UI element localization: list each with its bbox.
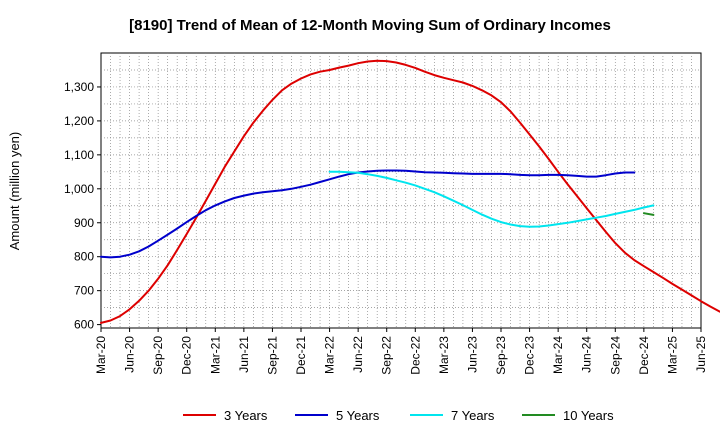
x-tick-label: Jun-25	[694, 336, 708, 373]
y-tick-label: 1,000	[64, 182, 94, 196]
chart-title: [8190] Trend of Mean of 12-Month Moving …	[129, 17, 611, 34]
x-tick-label: Mar-20	[94, 336, 108, 374]
grid-layer	[100, 52, 702, 329]
x-tick-label: Mar-25	[665, 336, 679, 374]
legend-label-3-years: 3 Years	[224, 408, 268, 423]
x-tick-label: Dec-24	[637, 336, 651, 375]
y-tick-label: 800	[74, 250, 94, 264]
x-tick-label: Dec-23	[523, 336, 537, 375]
x-tick-label: Jun-20	[123, 336, 137, 373]
x-tick-label: Mar-24	[551, 336, 565, 374]
y-axis-label: Amount (million yen)	[7, 132, 22, 251]
x-tick-label: Jun-23	[465, 336, 479, 373]
x-tick-label: Sep-22	[380, 336, 394, 375]
legend-label-10-years: 10 Years	[563, 408, 614, 423]
series-layer	[100, 59, 720, 324]
x-tick-label: Jun-24	[580, 336, 594, 373]
x-tick-label: Mar-21	[208, 336, 222, 374]
series-line-10-years	[642, 212, 655, 216]
series-line-7-years	[328, 170, 655, 228]
y-tick-label: 900	[74, 216, 94, 230]
y-tick-label: 1,200	[64, 114, 94, 128]
x-tick-label: Sep-24	[608, 336, 622, 375]
series-line-3-years	[100, 59, 720, 324]
x-tick-label: Dec-22	[408, 336, 422, 375]
chart-legend: 3 Years 5 Years 7 Years 10 Years	[183, 408, 614, 423]
x-tick-label: Mar-23	[437, 336, 451, 374]
y-tick-label: 1,100	[64, 148, 94, 162]
y-tick-label: 600	[74, 318, 94, 332]
y-tick-label: 700	[74, 284, 94, 298]
x-tick-label: Jun-21	[237, 336, 251, 373]
x-tick-label: Jun-22	[351, 336, 365, 373]
x-tick-label: Sep-21	[265, 336, 279, 375]
x-tick-label: Dec-20	[180, 336, 194, 375]
x-tick-label: Dec-21	[294, 336, 308, 375]
legend-label-7-years: 7 Years	[451, 408, 495, 423]
y-tick-label: 1,300	[64, 80, 94, 94]
x-tick-label: Sep-20	[151, 336, 165, 375]
x-tick-label: Mar-22	[323, 336, 337, 374]
plot-frame	[100, 52, 702, 329]
legend-label-5-years: 5 Years	[336, 408, 380, 423]
series-line-5-years	[100, 169, 636, 259]
x-tick-label: Sep-23	[494, 336, 508, 375]
axis-layer: 600 700 800 900 1,000 1,100 1,200 1,300 Mar-20 Ju…	[64, 80, 708, 375]
